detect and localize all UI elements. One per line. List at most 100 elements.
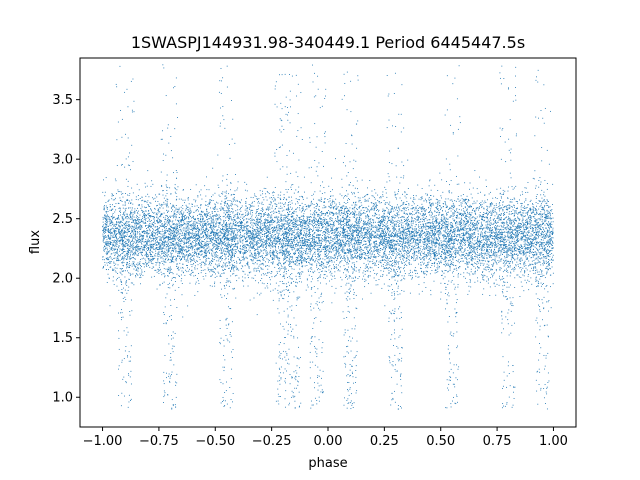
data-point [463,215,464,217]
data-point [354,252,356,254]
data-point [219,240,221,242]
data-point [236,213,238,215]
data-point [502,387,504,389]
data-point [544,195,546,197]
data-point [103,217,105,219]
data-point [489,212,490,213]
data-point [363,275,365,277]
data-point [437,253,439,255]
data-point [434,211,436,213]
data-point [544,249,546,251]
data-point [168,233,169,235]
data-point [240,248,242,250]
data-point [283,224,284,226]
data-point [359,247,361,249]
data-point [478,209,479,211]
data-point [413,240,414,242]
data-point [382,256,384,258]
data-point [293,337,295,339]
data-point [112,248,114,249]
data-point [318,209,320,211]
data-point [269,227,270,229]
data-point [513,258,515,260]
data-point [524,235,526,237]
data-point [346,175,348,177]
data-point [382,224,384,226]
data-point [342,213,344,214]
data-point [280,291,282,293]
data-point [360,242,362,244]
data-point [537,285,539,286]
data-point [450,231,452,233]
data-point [272,237,274,239]
data-point [509,222,511,224]
data-point [376,245,378,247]
data-point [319,240,321,242]
data-point [150,256,152,257]
data-point [389,311,391,312]
data-point [190,189,192,190]
data-point [378,234,380,236]
data-point [478,222,480,224]
data-point [470,280,471,282]
data-point [281,220,283,222]
data-point [372,226,374,228]
data-point [366,194,368,196]
data-point [171,399,173,401]
data-point [275,208,276,209]
data-point [502,288,504,290]
data-point [520,246,521,248]
data-point [103,228,105,230]
data-point [397,262,399,263]
data-point [251,242,253,244]
data-point [113,223,115,225]
data-point [372,263,374,265]
data-point [496,217,498,219]
data-point [292,215,294,217]
data-point [181,294,183,296]
data-point [409,227,411,229]
data-point [426,254,428,256]
data-point [125,246,127,248]
data-point [220,67,222,69]
data-point [331,218,333,220]
data-point [299,234,301,236]
data-point [131,221,133,223]
data-point [493,251,495,253]
data-point [441,262,442,264]
data-point [469,274,471,276]
data-point [291,261,293,263]
data-point [116,243,118,245]
data-point [220,231,222,233]
data-point [316,304,318,306]
data-point [396,345,398,347]
data-point [501,246,502,248]
data-point [290,324,291,326]
data-point [264,244,266,246]
data-point [529,214,531,216]
data-point [537,249,538,251]
data-point [137,243,139,245]
data-point [425,225,427,227]
data-point [433,216,435,218]
data-point [262,246,264,248]
data-point [410,224,412,226]
data-point [264,221,266,223]
data-point [449,333,451,335]
data-point [105,205,107,207]
data-point [364,227,366,229]
data-point [231,211,233,212]
data-point [398,113,400,115]
data-point [393,268,394,270]
data-point [163,197,165,199]
data-point [515,236,517,238]
data-point [271,192,273,194]
data-point [506,256,508,258]
data-point [548,211,550,213]
data-point [375,236,377,237]
data-point [426,255,428,257]
data-point [547,239,549,241]
data-point [253,241,255,243]
data-point [287,204,289,206]
data-point [422,238,424,240]
